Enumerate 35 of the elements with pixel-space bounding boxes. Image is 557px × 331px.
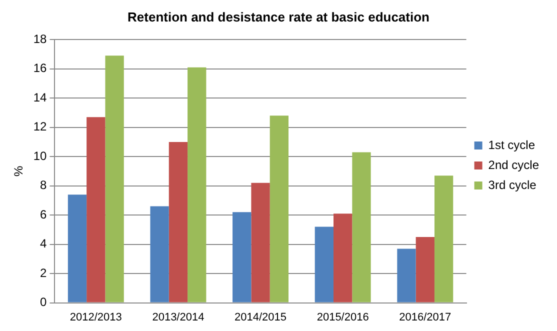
y-tick-label: 8 xyxy=(40,178,48,192)
bar xyxy=(434,176,454,302)
x-tick-label: 2015/2016 xyxy=(316,311,369,324)
y-tick-label: 16 xyxy=(33,61,48,76)
chart-title: Retention and desistance rate at basic education xyxy=(128,9,430,24)
y-tick-label: 14 xyxy=(33,90,48,104)
x-tick-label: 2014/2015 xyxy=(234,311,287,324)
bar xyxy=(168,142,188,302)
y-tick-label: 10 xyxy=(33,148,48,163)
bar xyxy=(188,67,206,302)
y-tick-label: 6 xyxy=(40,207,48,222)
bar xyxy=(68,194,87,302)
bar xyxy=(251,182,270,302)
bar xyxy=(232,212,252,302)
x-tick-label: 2012/2013 xyxy=(70,311,122,324)
bar xyxy=(270,116,289,302)
legend-label: 1st cycle xyxy=(488,138,536,152)
y-tick-label: 2 xyxy=(40,266,48,280)
x-tick-label: 2013/2014 xyxy=(152,311,204,324)
y-tick-label: 0 xyxy=(40,295,48,310)
bar xyxy=(105,56,124,302)
bar xyxy=(397,248,416,302)
bar xyxy=(86,117,106,302)
bar xyxy=(416,237,434,302)
bar xyxy=(314,226,334,302)
x-tick-label: 2016/2017 xyxy=(399,311,452,324)
y-tick-label: 4 xyxy=(40,236,48,251)
legend-label: 2nd cycle xyxy=(488,158,540,172)
y-tick-label: 18 xyxy=(33,32,48,46)
y-tick-label: 12 xyxy=(33,120,48,134)
legend-label: 3rd cycle xyxy=(488,178,537,192)
bar xyxy=(352,152,371,302)
bar xyxy=(150,206,169,302)
y-axis-title: % xyxy=(12,166,26,177)
bar xyxy=(334,214,352,302)
